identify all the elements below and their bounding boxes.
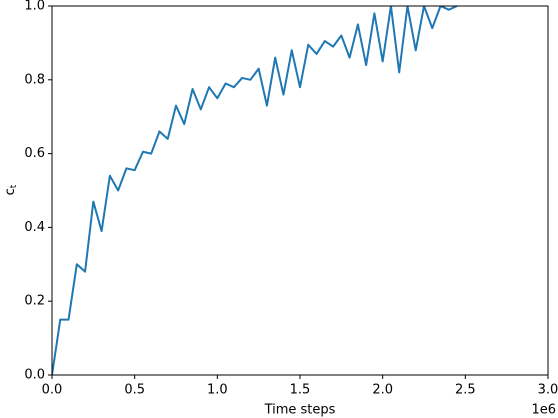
x-tick-label: 2.5 [455,383,476,398]
x-tick-label: 2.0 [372,383,393,398]
y-tick-label: 0.6 [24,146,45,161]
y-tick-label: 0.4 [24,220,45,235]
y-tick-label: 0.8 [24,72,45,87]
plot-area [52,6,458,375]
x-offset-label: 1e6 [531,403,556,418]
axes-frame [51,5,549,376]
y-tick-label: 0.0 [24,368,45,383]
y-tick-label: 1.0 [24,0,45,14]
y-axis-label: ct [3,184,19,195]
data-line [52,6,458,375]
x-tick-label: 0.0 [42,383,63,398]
x-tick-label: 0.5 [124,383,145,398]
y-tick-label: 0.2 [24,294,45,309]
x-tick-label: 1.5 [290,383,311,398]
x-tick-label: 3.0 [538,383,558,398]
x-tick-label: 1.0 [207,383,228,398]
y-label-main: c [3,188,18,195]
y-label-subscript: t [9,184,19,188]
x-axis-label: Time steps [264,403,336,418]
